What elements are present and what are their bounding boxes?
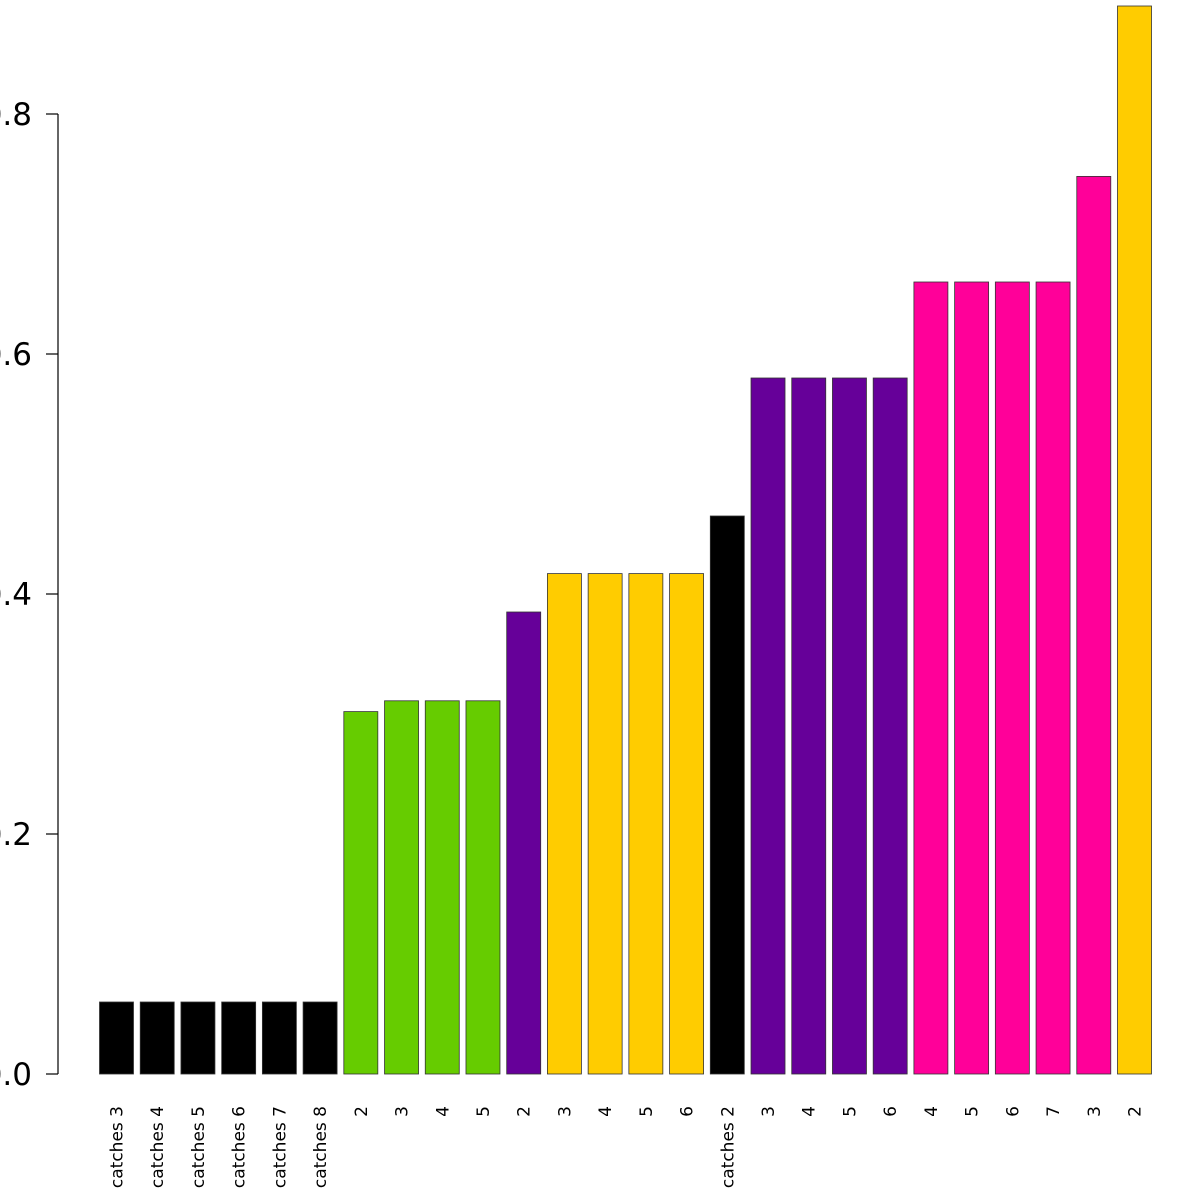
bar [954, 281, 990, 1075]
bar [180, 1001, 216, 1075]
x-tick-label: 2 [1126, 1106, 1146, 1117]
x-tick-label: catches 7 [270, 1106, 290, 1188]
x-tick-label: catches 2 [718, 1106, 738, 1188]
bar [709, 515, 745, 1075]
x-tick-label: 6 [1003, 1106, 1023, 1117]
x-tick-label: 3 [555, 1106, 575, 1117]
x-tick-label: 3 [393, 1106, 413, 1117]
x-tick-label: 5 [963, 1106, 983, 1117]
x-tick-label: catches 3 [108, 1106, 128, 1188]
bar [791, 377, 827, 1075]
category-labels: catches 3 catches 4 catches 5 catches 6 catc… [108, 1106, 1146, 1188]
x-tick-label: catches 8 [311, 1106, 331, 1188]
bar [1035, 281, 1071, 1075]
y-tick-label: 0.0 [0, 1057, 32, 1093]
y-tick-label: 0.4 [0, 577, 32, 613]
x-tick-label: 4 [800, 1106, 820, 1117]
bar [832, 377, 867, 1075]
x-tick-label: catches 4 [148, 1106, 168, 1188]
x-tick-label: 3 [1085, 1106, 1105, 1117]
x-tick-label: 6 [881, 1106, 901, 1117]
bar [343, 711, 379, 1075]
bar [547, 573, 582, 1075]
y-tick-label: 0.2 [0, 817, 32, 853]
x-tick-label: 5 [840, 1106, 860, 1117]
x-tick-label: catches 5 [189, 1106, 209, 1188]
y-axis: 0.0 0.2 0.4 0.6 0.8 [0, 97, 59, 1093]
bar [465, 700, 501, 1075]
bar [1117, 5, 1152, 1075]
bar [302, 1001, 338, 1075]
bar [1076, 175, 1112, 1075]
bar [221, 1001, 257, 1075]
bar [750, 377, 786, 1075]
x-tick-label: 2 [515, 1106, 535, 1117]
x-tick-label: 4 [596, 1106, 616, 1117]
bar [628, 573, 664, 1075]
bar [139, 1001, 175, 1075]
y-tick-label: 0.6 [0, 337, 32, 373]
bar [994, 281, 1030, 1075]
x-tick-label: 5 [474, 1106, 494, 1117]
x-tick-label: 4 [922, 1106, 942, 1117]
bar [506, 611, 542, 1075]
bar [99, 1001, 134, 1075]
x-tick-label: 7 [1044, 1106, 1064, 1117]
x-tick-label: 3 [759, 1106, 779, 1117]
bar [261, 1001, 297, 1075]
bar [384, 700, 419, 1075]
y-tick-label: 0.8 [0, 97, 32, 133]
bar [424, 700, 460, 1075]
bar [587, 573, 623, 1075]
bar [872, 377, 908, 1075]
bar [669, 573, 704, 1075]
x-tick-label: 4 [433, 1106, 453, 1117]
bar [913, 281, 949, 1075]
x-tick-label: 6 [678, 1106, 698, 1117]
bars [99, 5, 1152, 1075]
x-tick-label: catches 6 [230, 1106, 250, 1188]
x-tick-label: 5 [637, 1106, 657, 1117]
x-tick-label: 2 [352, 1106, 372, 1117]
